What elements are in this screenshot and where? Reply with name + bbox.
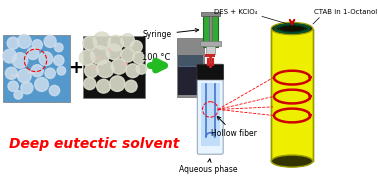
Circle shape [8,81,18,91]
Circle shape [106,44,122,59]
Text: Hollow fiber: Hollow fiber [211,117,257,138]
Circle shape [14,91,23,99]
Ellipse shape [271,23,313,35]
FancyBboxPatch shape [3,35,70,102]
Text: Cl: Cl [108,48,113,53]
FancyBboxPatch shape [209,16,212,42]
FancyBboxPatch shape [200,42,221,46]
Circle shape [83,36,97,50]
Circle shape [126,64,140,78]
Circle shape [57,66,66,75]
Text: Deep eutectic solvent: Deep eutectic solvent [9,137,179,151]
Circle shape [35,78,48,91]
Circle shape [121,48,135,62]
Circle shape [49,85,60,96]
Circle shape [97,60,114,78]
Circle shape [17,35,31,48]
Text: OH: OH [122,62,130,67]
FancyBboxPatch shape [271,29,313,161]
Circle shape [31,65,43,77]
Circle shape [133,52,145,64]
Text: 100 °C: 100 °C [142,53,170,62]
Text: $\rm H_3C$: $\rm H_3C$ [90,66,100,73]
Circle shape [84,78,96,90]
Text: DES + KClO₄: DES + KClO₄ [214,9,258,15]
Text: $\rm H_2N$: $\rm H_2N$ [10,73,19,80]
FancyBboxPatch shape [197,77,223,154]
Circle shape [121,34,135,47]
Circle shape [21,82,33,94]
FancyBboxPatch shape [201,83,220,146]
Text: Syringe: Syringe [143,29,199,39]
Circle shape [85,64,98,78]
Circle shape [130,41,142,53]
Circle shape [97,79,110,93]
FancyBboxPatch shape [178,64,203,95]
Text: $\rm NH_2$: $\rm NH_2$ [27,69,37,77]
Ellipse shape [271,155,313,167]
Circle shape [136,64,147,74]
Circle shape [79,50,95,66]
FancyBboxPatch shape [197,64,224,80]
FancyBboxPatch shape [178,55,203,66]
Text: Aqueous phase: Aqueous phase [179,159,238,174]
Circle shape [125,80,137,92]
Circle shape [27,47,39,59]
Text: CTAB in 1-Octanol: CTAB in 1-Octanol [314,9,378,15]
Circle shape [3,49,17,63]
Circle shape [12,53,28,68]
Circle shape [39,52,53,66]
Circle shape [45,68,55,79]
FancyBboxPatch shape [177,38,204,97]
FancyBboxPatch shape [205,53,215,57]
FancyBboxPatch shape [203,16,218,47]
Circle shape [93,32,110,49]
FancyBboxPatch shape [206,46,215,54]
FancyBboxPatch shape [201,12,220,16]
Circle shape [91,46,110,65]
Circle shape [5,67,17,79]
FancyBboxPatch shape [83,36,145,98]
Ellipse shape [279,25,305,32]
Circle shape [54,55,64,66]
Circle shape [44,36,56,47]
Text: +: + [68,59,84,77]
Circle shape [54,43,63,52]
Circle shape [111,59,127,74]
Circle shape [17,69,31,83]
Text: $\rm H_3C$: $\rm H_3C$ [93,55,104,63]
Circle shape [32,40,42,50]
Circle shape [110,76,125,91]
Circle shape [108,36,123,51]
Circle shape [7,37,19,49]
